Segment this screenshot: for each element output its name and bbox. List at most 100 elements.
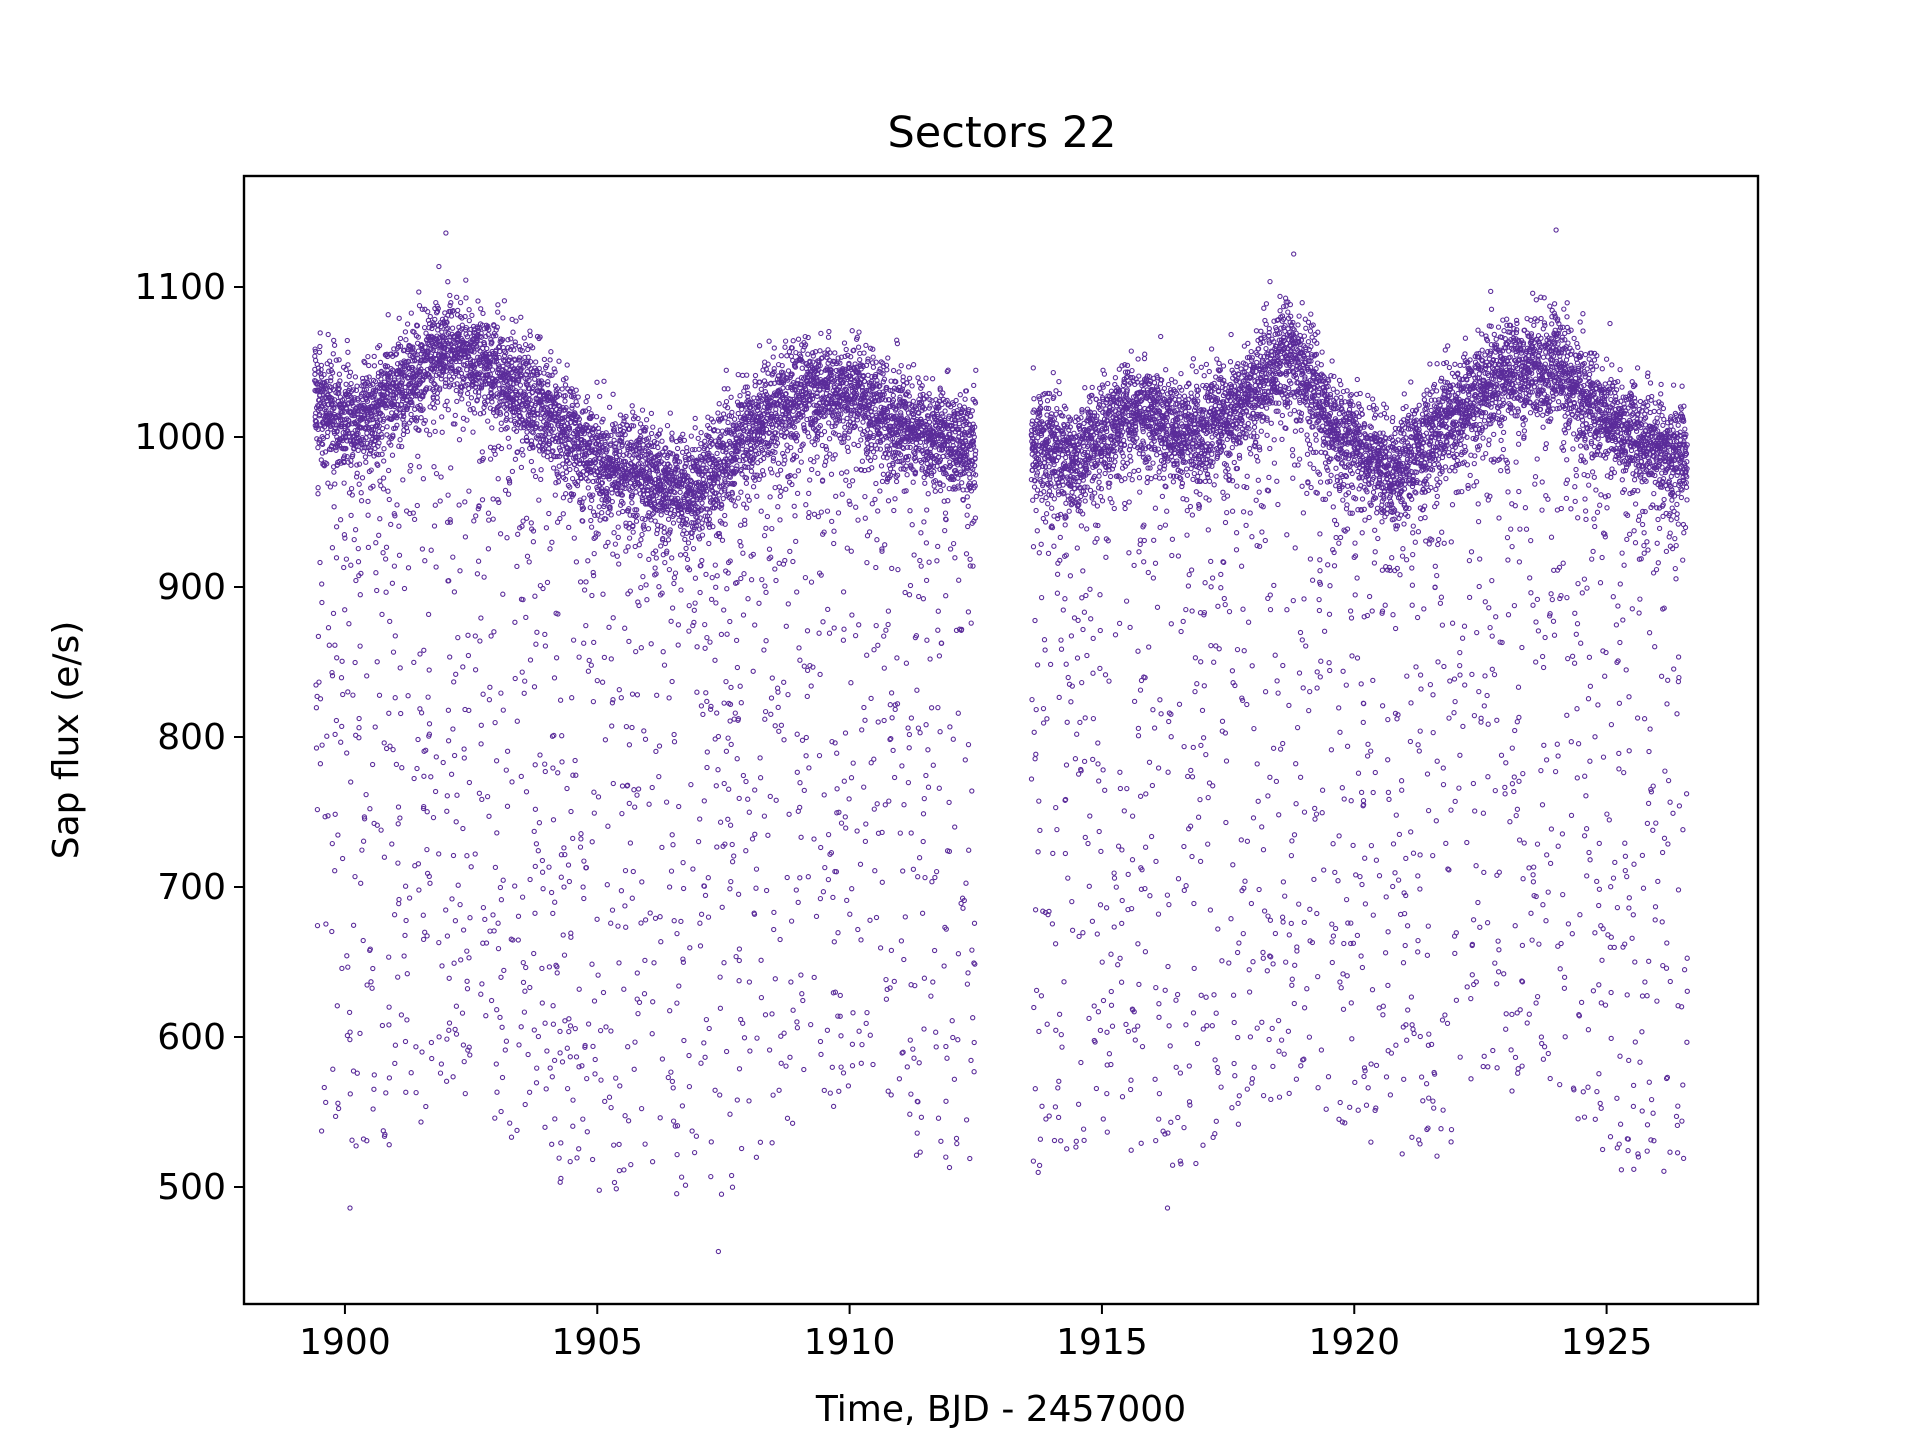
data-point bbox=[322, 385, 328, 392]
data-point bbox=[400, 477, 406, 483]
data-point bbox=[429, 325, 435, 332]
data-point bbox=[376, 692, 383, 698]
data-point bbox=[347, 1029, 353, 1035]
data-point bbox=[386, 710, 392, 716]
data-point bbox=[427, 347, 434, 353]
data-point bbox=[436, 263, 442, 270]
data-point bbox=[350, 1068, 357, 1074]
data-point bbox=[402, 883, 409, 889]
data-point bbox=[431, 523, 438, 529]
data-point bbox=[368, 979, 374, 985]
data-point bbox=[392, 695, 398, 701]
data-point bbox=[393, 761, 400, 768]
data-point bbox=[346, 1009, 353, 1016]
data-point bbox=[389, 580, 396, 586]
data-point bbox=[312, 346, 318, 352]
data-point bbox=[355, 447, 361, 454]
data-point bbox=[334, 655, 340, 661]
data-point bbox=[357, 643, 363, 649]
data-point bbox=[352, 873, 358, 880]
data-point bbox=[360, 937, 366, 944]
data-point bbox=[407, 468, 413, 474]
data-point bbox=[330, 351, 336, 357]
data-point bbox=[348, 779, 354, 785]
data-point bbox=[404, 321, 411, 327]
data-point bbox=[419, 306, 425, 312]
data-point bbox=[329, 840, 335, 847]
data-point bbox=[433, 372, 440, 379]
data-point bbox=[333, 717, 340, 724]
data-point bbox=[428, 547, 434, 553]
data-point bbox=[364, 982, 370, 988]
data-point bbox=[379, 434, 385, 440]
data-point bbox=[421, 803, 427, 810]
data-point bbox=[351, 536, 357, 543]
data-point bbox=[400, 410, 406, 417]
data-point bbox=[408, 462, 414, 469]
data-point bbox=[344, 953, 350, 959]
data-point bbox=[330, 1066, 336, 1072]
data-point bbox=[346, 421, 352, 427]
data-point bbox=[413, 1044, 419, 1050]
data-point bbox=[329, 928, 335, 935]
data-point bbox=[408, 310, 414, 316]
data-point bbox=[339, 855, 346, 862]
data-point bbox=[379, 611, 385, 618]
data-point bbox=[420, 476, 427, 482]
data-point bbox=[358, 570, 364, 577]
data-point bbox=[341, 480, 347, 486]
data-point bbox=[433, 347, 439, 354]
data-points bbox=[312, 227, 1690, 1255]
data-point bbox=[338, 675, 345, 681]
data-point bbox=[359, 475, 366, 481]
data-point bbox=[384, 424, 390, 430]
data-point bbox=[316, 679, 322, 685]
data-point bbox=[367, 946, 373, 952]
data-point bbox=[339, 965, 345, 972]
data-point bbox=[420, 392, 426, 398]
data-point bbox=[424, 933, 430, 939]
data-point bbox=[362, 454, 369, 460]
data-point bbox=[340, 691, 346, 698]
data-point bbox=[421, 773, 427, 779]
data-point bbox=[437, 498, 443, 504]
data-point bbox=[411, 659, 417, 666]
data-point bbox=[333, 357, 339, 363]
data-point bbox=[415, 453, 421, 459]
data-point bbox=[342, 607, 348, 613]
data-point bbox=[332, 731, 338, 738]
data-point bbox=[392, 425, 399, 431]
data-point bbox=[328, 362, 334, 369]
data-point bbox=[426, 721, 433, 727]
data-point bbox=[380, 486, 387, 492]
data-point bbox=[396, 315, 402, 321]
data-point bbox=[352, 659, 358, 666]
data-point bbox=[402, 932, 408, 939]
data-point bbox=[427, 432, 433, 438]
data-point bbox=[367, 382, 373, 388]
data-point bbox=[356, 725, 362, 731]
data-point bbox=[399, 765, 405, 771]
data-point bbox=[356, 735, 362, 741]
data-point bbox=[419, 407, 425, 414]
data-point bbox=[371, 1086, 377, 1092]
data-point bbox=[370, 483, 376, 489]
data-point bbox=[315, 633, 322, 640]
data-point bbox=[387, 618, 393, 625]
data-point bbox=[326, 642, 332, 648]
data-point bbox=[344, 337, 350, 344]
data-point bbox=[329, 545, 336, 551]
data-point bbox=[412, 352, 418, 358]
data-point bbox=[341, 564, 347, 571]
data-point bbox=[331, 342, 338, 348]
data-point bbox=[336, 371, 343, 377]
data-point bbox=[407, 510, 413, 517]
data-point bbox=[343, 445, 349, 452]
data-point bbox=[348, 512, 354, 519]
data-point bbox=[354, 1070, 360, 1076]
data-point bbox=[436, 939, 442, 946]
data-point bbox=[388, 442, 394, 448]
data-point bbox=[313, 682, 319, 688]
data-point bbox=[325, 625, 332, 631]
data-point bbox=[344, 453, 350, 460]
